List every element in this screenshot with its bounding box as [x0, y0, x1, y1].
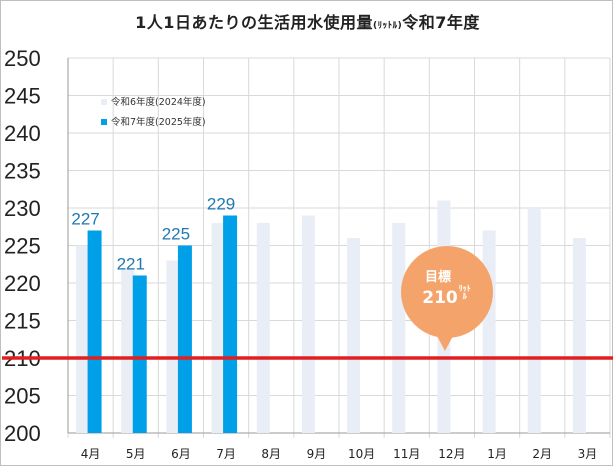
y-tick-label: 225	[4, 234, 41, 259]
x-tick-label: 10月	[348, 447, 375, 461]
bar-2024	[76, 245, 90, 433]
y-tick-label: 230	[4, 196, 41, 221]
chart-title-unit: (ﾘｯﾄﾙ)	[372, 21, 403, 31]
legend-label: 令和7年度(2025年度)	[111, 116, 206, 128]
legend-swatch	[101, 119, 107, 125]
target-unit: ﾘｯﾄﾙ	[458, 284, 471, 301]
bar-2024	[482, 230, 496, 433]
target-callout	[401, 246, 493, 338]
x-tick-label: 7月	[216, 447, 236, 461]
x-tick-label: 12月	[438, 447, 465, 461]
bar-2024	[392, 223, 406, 433]
y-tick-label: 250	[4, 46, 41, 71]
x-tick-label: 9月	[307, 447, 327, 461]
data-label-2025: 227	[71, 210, 99, 229]
target-callout-text: 目標 210ﾘｯﾄﾙ	[401, 266, 493, 308]
bar-2025	[132, 275, 147, 433]
bar-2024	[121, 268, 135, 433]
bar-2024	[256, 223, 270, 433]
chart-title: 1人1日あたりの生活用水使用量(ﾘｯﾄﾙ)令和7年度	[135, 13, 480, 32]
bar-2024	[211, 223, 225, 433]
x-tick-label: 1月	[487, 447, 507, 461]
data-label-2025: 221	[117, 255, 145, 274]
bar-2025	[177, 245, 192, 433]
data-label-2025: 225	[162, 225, 190, 244]
y-tick-label: 215	[4, 309, 41, 334]
data-label-2025: 229	[207, 195, 235, 214]
x-tick-label: 11月	[393, 447, 420, 461]
bar-2024	[166, 260, 180, 433]
y-tick-label: 240	[4, 121, 41, 146]
bar-2025	[87, 230, 102, 433]
x-tick-label: 4月	[81, 447, 101, 461]
bar-2024	[347, 238, 361, 433]
target-value: 210	[422, 288, 458, 308]
legend-label: 令和6年度(2024年度)	[111, 96, 206, 108]
y-tick-label: 220	[4, 271, 41, 296]
x-tick-label: 6月	[171, 447, 191, 461]
target-callout-tail	[436, 334, 454, 351]
y-tick-label: 200	[4, 421, 41, 446]
bar-2025	[223, 215, 238, 433]
y-tick-label: 205	[4, 384, 41, 409]
bar-2024	[301, 215, 315, 433]
x-tick-label: 5月	[126, 447, 146, 461]
bar-2024	[527, 208, 541, 433]
x-tick-label: 3月	[578, 447, 598, 461]
bar-2024	[572, 238, 586, 433]
x-tick-label: 8月	[261, 447, 281, 461]
y-tick-label: 245	[4, 84, 41, 109]
y-tick-label: 235	[4, 159, 41, 184]
target-label: 目標	[424, 270, 451, 285]
x-tick-label: 2月	[532, 447, 552, 461]
chart-title-suffix: 令和7年度	[402, 13, 480, 32]
legend-swatch	[101, 99, 107, 105]
